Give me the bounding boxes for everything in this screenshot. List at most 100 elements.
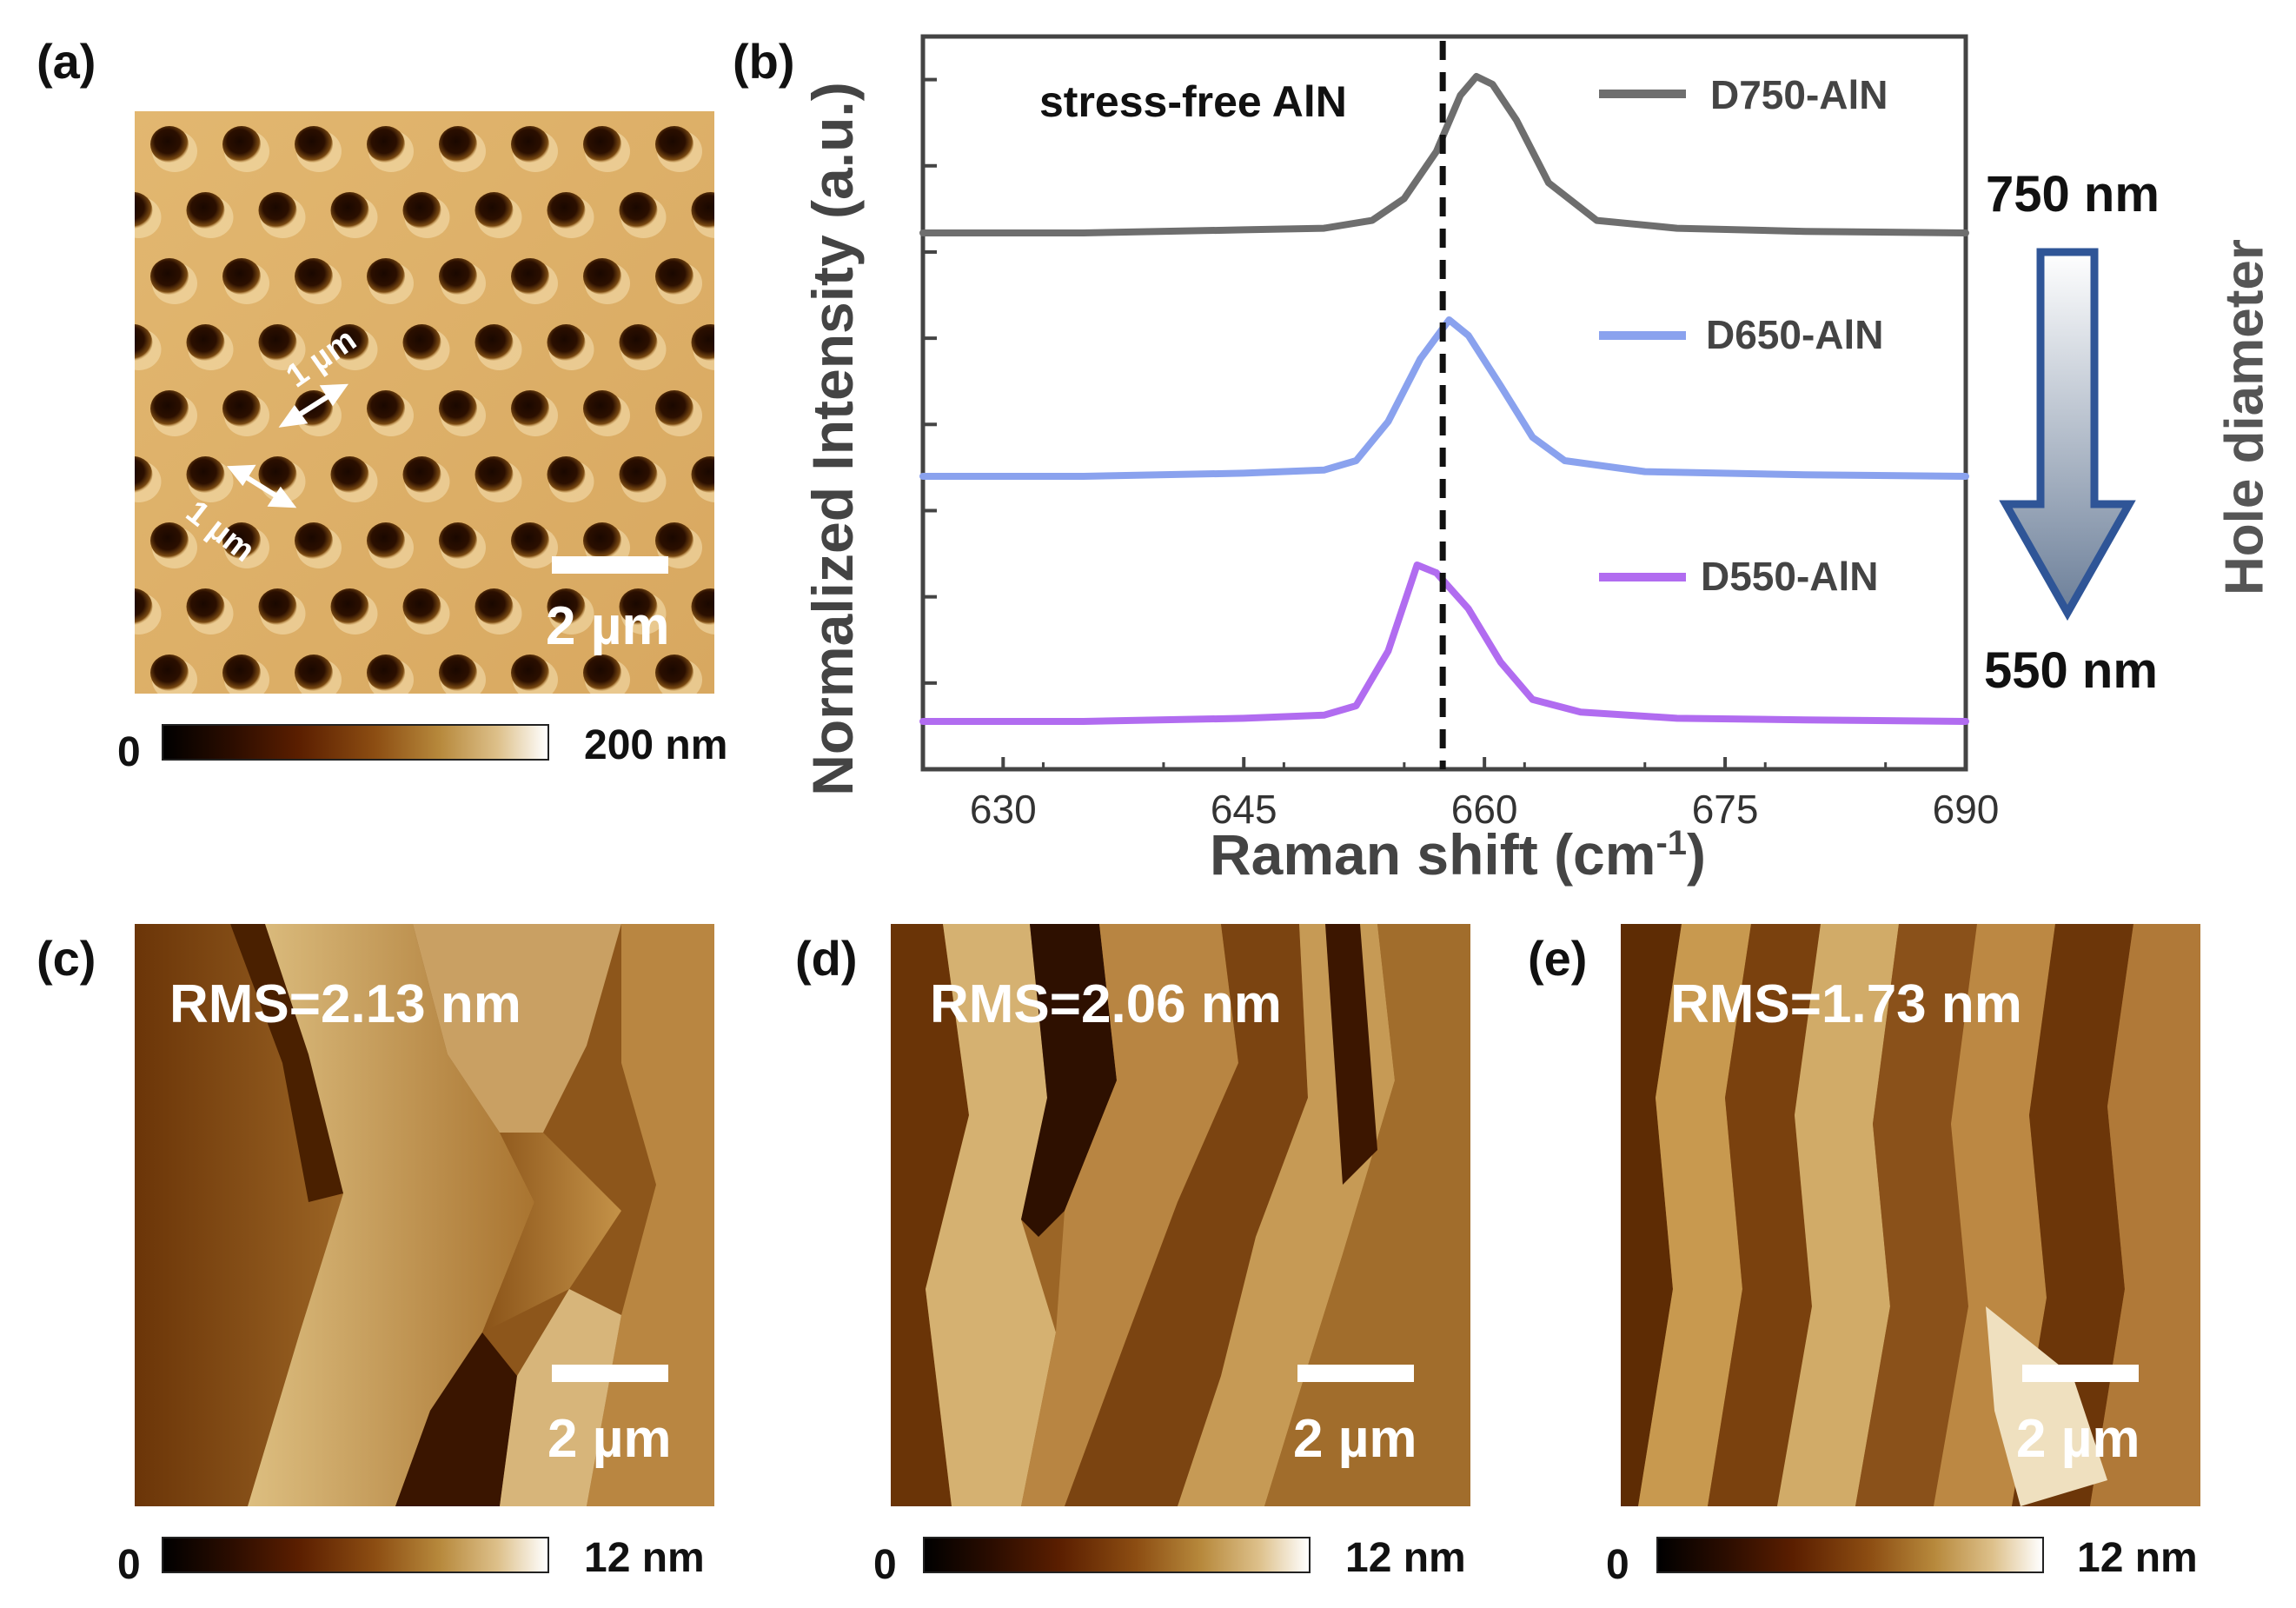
hole xyxy=(402,456,441,493)
legend-label-d650: D650-AlN xyxy=(1706,312,1884,357)
x-tick-label: 660 xyxy=(1451,787,1518,832)
hole xyxy=(511,258,549,295)
hole xyxy=(511,390,549,427)
hole xyxy=(186,588,225,625)
scale-bar-e xyxy=(2022,1365,2139,1382)
hole xyxy=(258,456,297,493)
hole xyxy=(511,126,549,163)
colorbar-d xyxy=(923,1537,1311,1573)
hole xyxy=(511,522,549,559)
hole xyxy=(367,126,405,163)
stress-free-annotation: stress-free AlN xyxy=(1039,77,1347,126)
x-tick-label: 645 xyxy=(1211,787,1277,832)
hole xyxy=(583,258,621,295)
hole xyxy=(474,588,514,625)
hole xyxy=(474,192,514,229)
hole xyxy=(691,324,714,361)
hole xyxy=(547,588,586,625)
hole xyxy=(655,654,693,691)
rms-label-d: RMS=2.06 nm xyxy=(930,974,1282,1034)
hole xyxy=(402,192,441,229)
hole-diameter-title: Hole diameter xyxy=(2214,238,2275,596)
hole xyxy=(330,588,369,625)
hole xyxy=(655,258,693,295)
hole xyxy=(547,192,586,229)
hole xyxy=(186,324,225,361)
hole-diameter-top: 750 nm xyxy=(1986,166,2160,223)
down-arrow-icon xyxy=(1999,248,2136,621)
hole xyxy=(474,324,514,361)
colorbar-e xyxy=(1656,1537,2044,1573)
scale-bar-label-e: 2 µm xyxy=(2016,1409,2140,1469)
hole xyxy=(619,456,658,493)
colorbar-a xyxy=(162,724,549,761)
hole xyxy=(583,654,621,691)
hole xyxy=(330,324,369,361)
hole xyxy=(222,258,261,295)
hole xyxy=(150,654,189,691)
hole xyxy=(150,522,189,559)
scale-bar-c xyxy=(552,1365,668,1382)
colorbar-max-a: 200 nm xyxy=(584,722,728,768)
hole xyxy=(583,126,621,163)
hole xyxy=(135,588,153,625)
hole xyxy=(439,654,477,691)
afm-image-d xyxy=(891,924,1470,1506)
hole xyxy=(402,324,441,361)
x-tick-label: 675 xyxy=(1692,787,1759,832)
x-axis-label: Raman shift (cm-1) xyxy=(1210,821,1706,887)
afm-image-e xyxy=(1621,924,2200,1506)
series-line-0 xyxy=(919,73,1969,236)
series-line-1 xyxy=(919,316,1969,480)
hole xyxy=(511,654,549,691)
hole xyxy=(295,522,333,559)
colorbar-c xyxy=(162,1537,549,1573)
hole xyxy=(135,192,153,229)
hole xyxy=(295,258,333,295)
panel-e-label: (e) xyxy=(1528,931,1588,986)
hole xyxy=(222,126,261,163)
colorbar-min-e: 0 xyxy=(1606,1542,1629,1588)
hole xyxy=(655,126,693,163)
hole xyxy=(150,258,189,295)
x-tick-label: 690 xyxy=(1933,787,2000,832)
hole xyxy=(258,588,297,625)
hole xyxy=(295,654,333,691)
scale-bar-label-a: 2 µm xyxy=(546,596,670,656)
scale-bar-d xyxy=(1297,1365,1414,1382)
colorbar-min-a: 0 xyxy=(117,729,141,775)
x-tick-label: 630 xyxy=(970,787,1037,832)
x-axis-label-sup: -1 xyxy=(1656,824,1688,862)
rms-label-c: RMS=2.13 nm xyxy=(169,974,521,1034)
legend-label-d750: D750-AlN xyxy=(1710,72,1888,117)
hole xyxy=(367,390,405,427)
panel-c-label: (c) xyxy=(36,931,96,986)
y-axis-label: Normalized Intensity (a.u.) xyxy=(800,82,865,796)
hole xyxy=(619,192,658,229)
hole xyxy=(222,522,261,559)
scale-bar-label-c: 2 µm xyxy=(547,1409,672,1469)
hole xyxy=(439,390,477,427)
hole xyxy=(691,192,714,229)
hole xyxy=(186,192,225,229)
hole xyxy=(186,456,225,493)
hole xyxy=(222,654,261,691)
colorbar-min-c: 0 xyxy=(117,1542,141,1588)
hole xyxy=(619,588,658,625)
scale-bar-label-d: 2 µm xyxy=(1293,1409,1417,1469)
hole xyxy=(222,390,261,427)
colorbar-max-c: 12 nm xyxy=(584,1535,705,1581)
panel-b-label: (b) xyxy=(733,34,795,89)
colorbar-max-e: 12 nm xyxy=(2077,1535,2198,1581)
colorbar-max-d: 12 nm xyxy=(1345,1535,1466,1581)
hole xyxy=(691,456,714,493)
scale-bar-a xyxy=(552,556,668,574)
afm-image-c xyxy=(135,924,714,1506)
hole xyxy=(439,258,477,295)
hole xyxy=(367,522,405,559)
hole xyxy=(150,126,189,163)
hole xyxy=(367,654,405,691)
hole xyxy=(655,522,693,559)
hole xyxy=(150,390,189,427)
